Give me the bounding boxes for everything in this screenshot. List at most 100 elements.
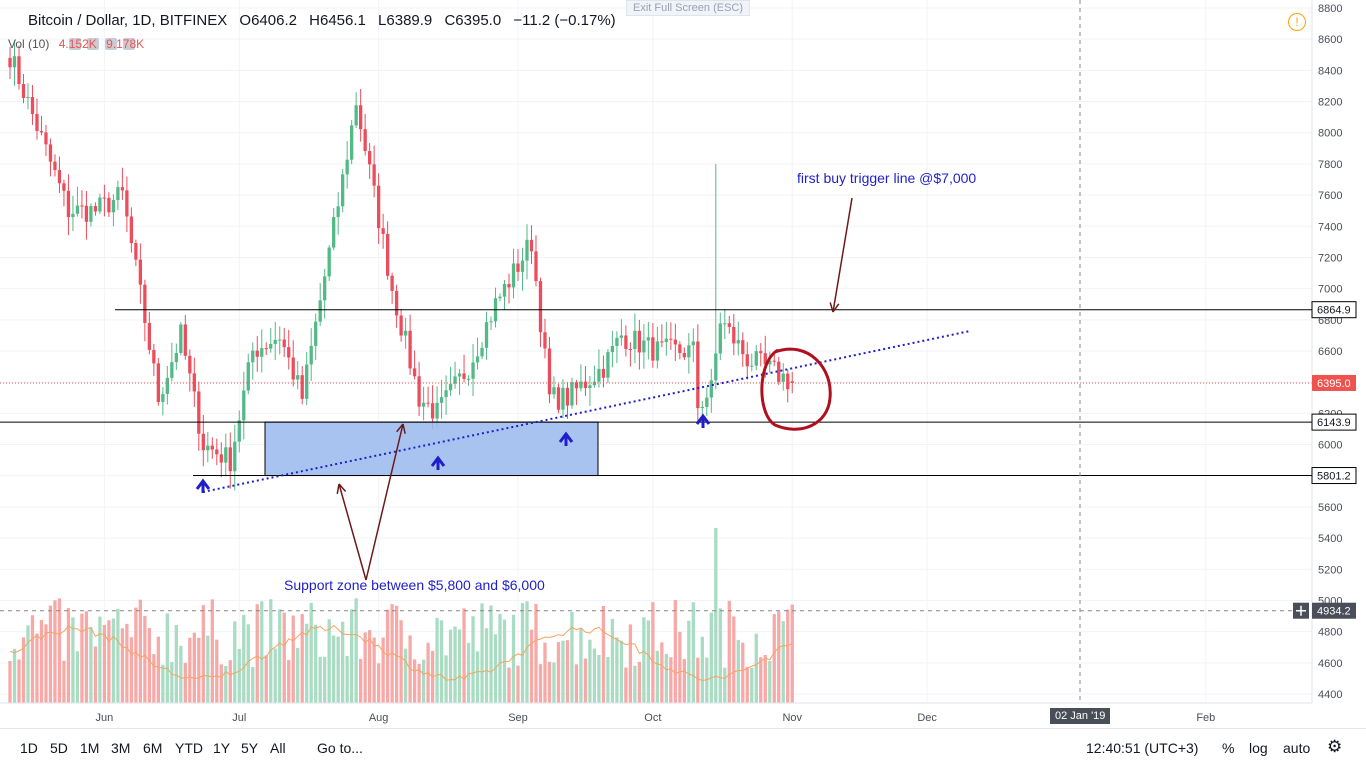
candle-body xyxy=(152,349,156,364)
bottom-toolbar: 1D 5D 1M 3M 6M YTD 1Y 5Y All Go to... 12… xyxy=(0,728,1366,769)
time-tick-label: Oct xyxy=(644,712,661,724)
candle-body xyxy=(102,197,107,199)
volume-bar xyxy=(448,629,453,703)
time-tick-label: Dec xyxy=(917,712,937,724)
volume-bar xyxy=(610,618,615,703)
candle-body xyxy=(624,335,628,350)
time-tick-label: Nov xyxy=(782,712,802,724)
candle-body xyxy=(682,353,686,358)
volume-bar xyxy=(309,602,313,703)
candle-body xyxy=(655,341,660,361)
volume-bar xyxy=(682,659,686,703)
candle-body xyxy=(471,362,475,379)
settings-gear-icon[interactable]: ⚙ xyxy=(1327,737,1343,756)
range-1d[interactable]: 1D xyxy=(20,740,38,756)
volume-bar xyxy=(71,617,75,703)
volume-bar xyxy=(282,612,286,703)
candle-body xyxy=(224,447,228,463)
candle-body xyxy=(700,406,704,409)
volume-bar xyxy=(255,604,259,703)
volume-bar xyxy=(170,662,174,703)
candle-body xyxy=(597,368,601,382)
auto-toggle[interactable]: auto xyxy=(1283,740,1311,756)
candle-body xyxy=(147,323,152,350)
candle-body xyxy=(39,130,44,133)
candle-body xyxy=(399,315,403,336)
symbol-title[interactable]: Bitcoin / Dollar, 1D, BITFINEX xyxy=(28,12,228,29)
add-icon xyxy=(105,38,117,50)
candle-body xyxy=(269,343,273,349)
price-chart[interactable]: first buy trigger line @$7,000 Support zo… xyxy=(0,0,1366,728)
candle-body xyxy=(426,402,430,404)
candle-body xyxy=(80,205,84,207)
up-arrow-icon xyxy=(430,455,446,470)
volume-bar xyxy=(687,620,691,703)
volume-bar xyxy=(156,636,161,703)
range-ytd[interactable]: YTD xyxy=(175,740,203,756)
crosshair-date-badge: 02 Jan '19 xyxy=(1050,708,1111,724)
percent-toggle[interactable]: % xyxy=(1222,740,1235,756)
clock[interactable]: 12:40:51 (UTC+3) xyxy=(1086,740,1199,756)
volume-bar xyxy=(179,645,183,703)
candle-body xyxy=(457,373,462,377)
candle-body xyxy=(543,332,547,349)
volume-bar xyxy=(637,661,642,703)
support-arrow-left-head xyxy=(336,483,347,494)
candle-body xyxy=(480,347,484,357)
volume-bar xyxy=(759,657,763,703)
candle-body xyxy=(53,161,57,171)
up-arrow-icon xyxy=(195,478,211,493)
exit-fullscreen-button[interactable]: Exit Full Screen (ESC) xyxy=(626,0,751,16)
volume-bar xyxy=(80,613,84,703)
candle-body xyxy=(435,402,439,419)
range-all[interactable]: All xyxy=(270,740,286,756)
volume-bar xyxy=(318,656,322,703)
candle-body xyxy=(318,300,322,322)
volume-bar xyxy=(466,642,471,703)
settings-icon xyxy=(87,38,99,50)
candle-body xyxy=(750,365,754,367)
log-toggle[interactable]: log xyxy=(1249,740,1268,756)
volume-header[interactable]: Vol (10) 4.152K 9.178K xyxy=(8,37,144,51)
volume-bars xyxy=(8,528,794,703)
goto-button[interactable]: Go to... xyxy=(317,740,363,756)
volume-bar xyxy=(359,658,363,703)
candle-body xyxy=(278,339,282,341)
price-tick-label: 8800 xyxy=(1318,3,1342,15)
candle-body xyxy=(646,337,651,341)
volume-bar xyxy=(660,642,664,703)
candle-body xyxy=(673,339,677,345)
close-value: 6395.0 xyxy=(455,12,502,29)
range-5y[interactable]: 5Y xyxy=(241,740,259,756)
support-zone-box xyxy=(264,421,599,477)
volume-bar xyxy=(700,636,704,703)
candle-body xyxy=(75,205,80,214)
volume-bar xyxy=(89,627,93,703)
range-1m[interactable]: 1M xyxy=(80,740,100,756)
volume-bar xyxy=(709,612,713,703)
price-tick-label: 8400 xyxy=(1318,65,1342,77)
range-5d[interactable]: 5D xyxy=(50,740,68,756)
range-6m[interactable]: 6M xyxy=(143,740,163,756)
volume-bar xyxy=(116,608,120,703)
candle-body xyxy=(323,276,327,301)
low-value: 6389.9 xyxy=(386,12,433,29)
eye-icon xyxy=(69,38,81,50)
candle-body xyxy=(628,349,633,351)
candle-body xyxy=(606,352,610,378)
warning-icon[interactable]: ! xyxy=(1288,13,1306,31)
candle-body xyxy=(610,345,615,353)
range-3m[interactable]: 3M xyxy=(111,740,131,756)
volume-bar xyxy=(39,620,44,703)
volume-bar xyxy=(727,600,731,703)
up-arrow-icon xyxy=(695,413,711,428)
highlight-circle xyxy=(760,347,832,431)
volume-bar xyxy=(26,625,30,703)
volume-bar xyxy=(619,640,624,703)
volume-bar xyxy=(174,624,178,703)
volume-bar xyxy=(678,631,682,703)
volume-bar xyxy=(273,648,277,703)
candle-body xyxy=(466,378,471,380)
range-1y[interactable]: 1Y xyxy=(213,740,231,756)
volume-bar xyxy=(772,614,776,703)
